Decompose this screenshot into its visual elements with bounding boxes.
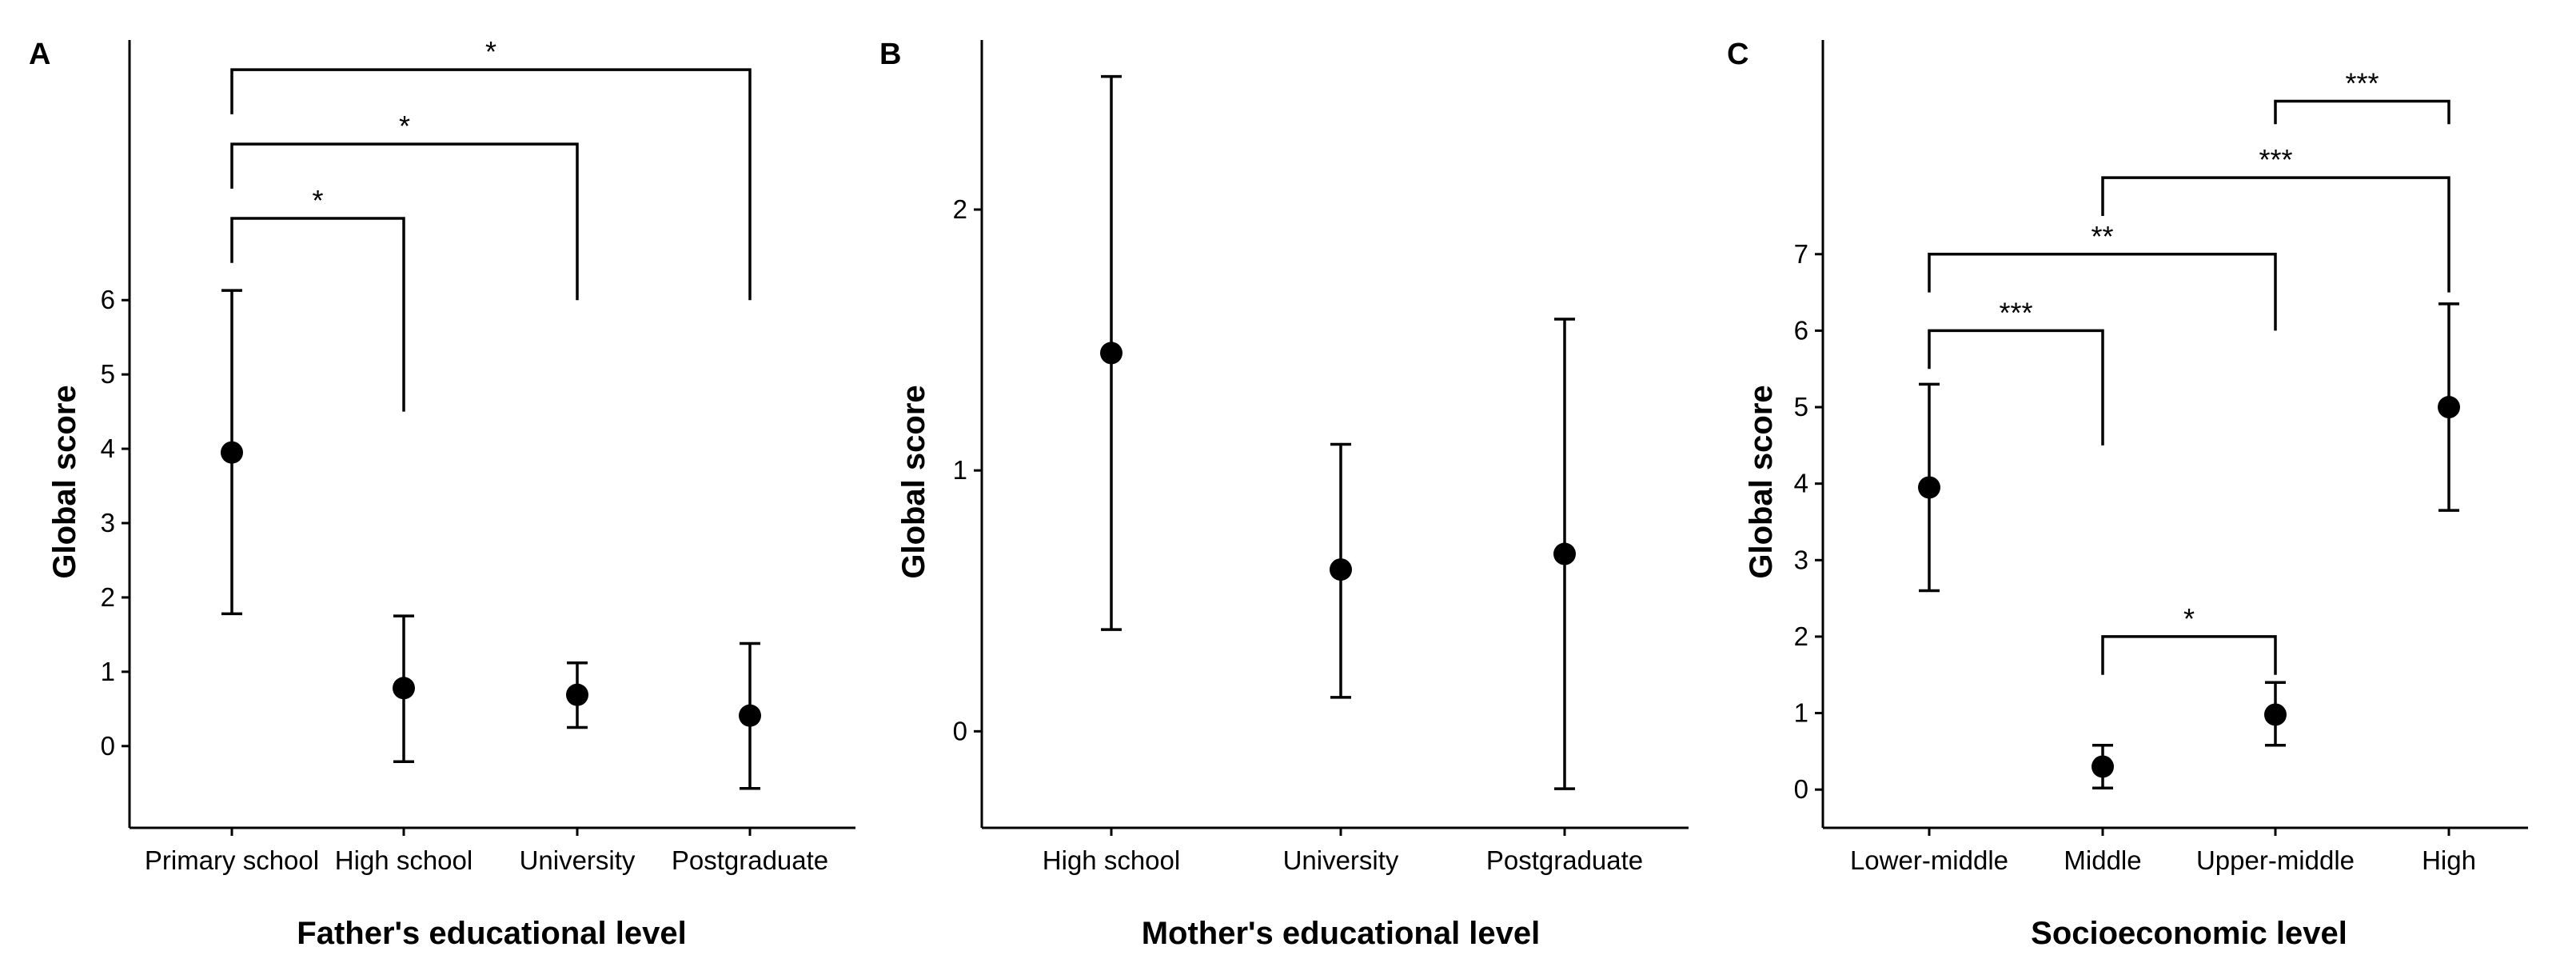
significance-label: *	[485, 35, 496, 68]
mean-point	[2092, 755, 2114, 778]
x-tick-label: University	[520, 845, 636, 875]
significance-label: ***	[2345, 67, 2379, 100]
significance-label: **	[2091, 220, 2113, 253]
x-axis-title: Mother's educational level	[1142, 916, 1541, 951]
y-tick-label: 1	[953, 455, 967, 485]
y-tick-label: 2	[953, 194, 967, 224]
significance-bracket	[1928, 253, 2277, 331]
significance-bracket	[230, 68, 752, 301]
significance-bracket	[230, 217, 405, 412]
y-tick-label: 1	[101, 657, 115, 686]
mean-point	[1553, 542, 1576, 565]
mean-point	[221, 441, 243, 464]
panel-letter: C	[1727, 38, 1749, 71]
mean-point	[2264, 703, 2287, 726]
significance-label: ***	[1999, 296, 2032, 329]
x-tick-label: Lower-middle	[1850, 845, 2008, 875]
mean-point	[1918, 476, 1940, 499]
x-tick-label: Middle	[2064, 845, 2141, 875]
panel-letter: B	[879, 38, 901, 71]
mean-point	[1330, 558, 1352, 581]
x-tick-label: University	[1283, 845, 1399, 875]
y-tick-label: 5	[101, 359, 115, 389]
panels: A 0 1 2 3 4 5 6 Primary school High school Univers…	[29, 35, 2528, 951]
y-tick-label: 3	[1794, 545, 1808, 574]
mean-point	[1100, 342, 1123, 365]
y-axis-title: Global score	[1744, 385, 1779, 578]
y-tick-label: 6	[1794, 315, 1808, 345]
significance-bracket	[230, 142, 579, 301]
significance-label: *	[2183, 602, 2195, 635]
panel-a: A 0 1 2 3 4 5 6 Primary school High school Univers…	[29, 35, 855, 951]
y-tick-label: 6	[101, 285, 115, 314]
significance-bracket	[2101, 176, 2450, 293]
x-axis-title: Socioeconomic level	[2031, 916, 2347, 951]
significance-label: ***	[2259, 143, 2292, 176]
y-axis-title: Global score	[896, 385, 931, 578]
y-tick-label: 1	[1794, 698, 1808, 728]
x-axis-title: Father's educational level	[297, 916, 686, 951]
significance-bracket	[2274, 99, 2450, 125]
significance-label: *	[399, 110, 410, 142]
mean-point	[739, 704, 761, 727]
y-tick-label: 0	[1794, 774, 1808, 804]
mean-point	[566, 683, 588, 706]
significance-bracket	[2101, 635, 2277, 675]
panel-b: B 0 1 2 High school University Postgraduate Glo…	[879, 38, 1689, 951]
y-tick-label: 5	[1794, 392, 1808, 422]
y-axis-title: Global score	[47, 385, 82, 578]
mean-point	[2438, 396, 2460, 419]
y-tick-label: 0	[953, 716, 967, 745]
y-tick-label: 0	[101, 731, 115, 761]
x-tick-label: Upper-middle	[2196, 845, 2355, 875]
x-tick-label: Postgraduate	[672, 845, 828, 875]
significance-label: *	[312, 184, 323, 217]
x-tick-label: Postgraduate	[1486, 845, 1643, 875]
x-tick-label: High school	[1043, 845, 1180, 875]
x-tick-label: Primary school	[145, 845, 319, 875]
y-tick-label: 7	[1794, 239, 1808, 269]
y-tick-label: 2	[101, 582, 115, 612]
x-tick-label: High school	[335, 845, 473, 875]
y-tick-label: 4	[1794, 469, 1808, 498]
y-tick-label: 3	[101, 508, 115, 537]
y-tick-label: 4	[101, 434, 115, 463]
mean-point	[393, 677, 415, 700]
y-tick-label: 2	[1794, 621, 1808, 651]
panel-c: C 0 1 2 3 4 5 6 7 Lower-middle Middle Upper-middle H…	[1727, 38, 2528, 951]
significance-bracket	[1928, 329, 2104, 446]
panel-letter: A	[29, 38, 50, 71]
x-tick-label: High	[2422, 845, 2476, 875]
